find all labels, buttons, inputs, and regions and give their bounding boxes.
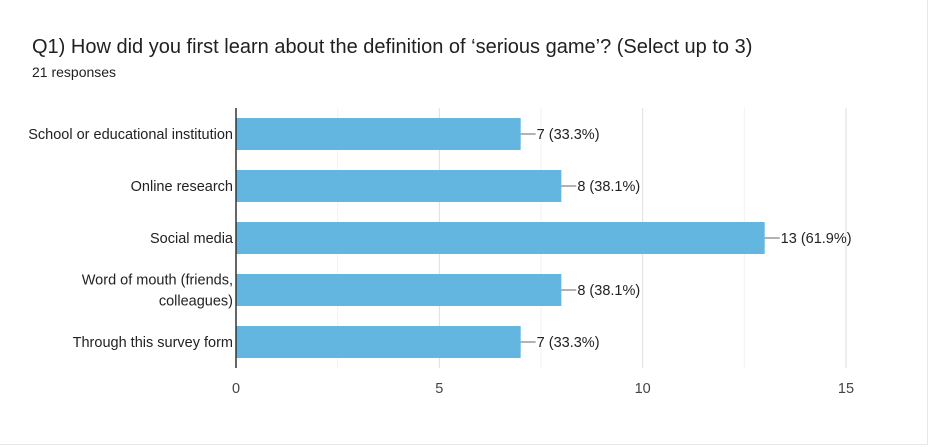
bar xyxy=(236,118,521,150)
bar xyxy=(236,170,562,202)
data-label: 7 (33.3%) xyxy=(537,127,600,143)
bar xyxy=(236,274,562,306)
category-label: colleagues) xyxy=(159,294,233,310)
x-tick-label: 10 xyxy=(635,381,651,397)
bar xyxy=(236,222,765,254)
question-title: Q1) How did you first learn about the de… xyxy=(32,36,753,58)
category-label: Through this survey form xyxy=(73,335,233,351)
response-count: 21 responses xyxy=(32,64,117,80)
bar xyxy=(236,326,521,358)
x-tick-label: 15 xyxy=(838,381,854,397)
category-label: Word of mouth (friends, xyxy=(82,273,233,289)
data-label: 8 (38.1%) xyxy=(577,283,640,299)
data-label: 13 (61.9%) xyxy=(781,231,852,247)
x-tick-label: 0 xyxy=(232,381,240,397)
category-label: School or educational institution xyxy=(28,127,233,143)
category-label: Social media xyxy=(150,231,234,247)
data-label: 7 (33.3%) xyxy=(537,335,600,351)
data-label: 8 (38.1%) xyxy=(577,179,640,195)
x-tick-label: 5 xyxy=(435,381,443,397)
category-label: Online research xyxy=(131,179,233,195)
